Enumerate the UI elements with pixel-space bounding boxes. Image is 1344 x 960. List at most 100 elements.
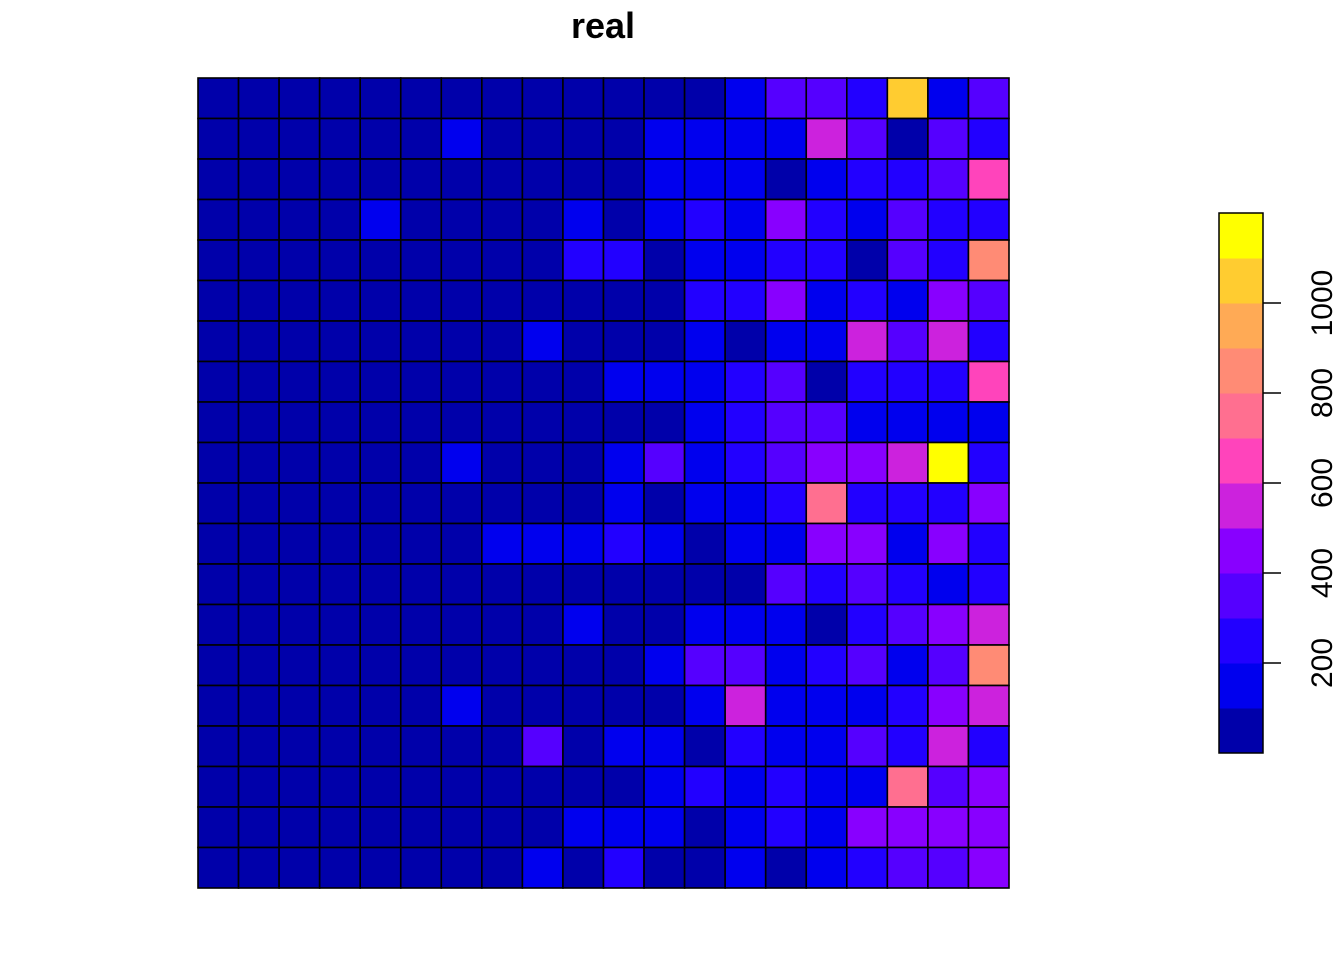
heatmap-cell-r1-c20	[967, 77, 1010, 120]
heatmap-cell-r15-c3	[278, 644, 321, 687]
heatmap-cell-r3-c7	[440, 158, 483, 201]
heatmap-cell-r13-c6	[399, 563, 443, 606]
heatmap-cell-r5-c4	[318, 239, 361, 282]
heatmap-cell-r3-c9	[521, 158, 564, 201]
heatmap-cell-r6-c14	[724, 279, 767, 322]
heatmap-cell-r3-c15	[764, 158, 808, 201]
heatmap-cell-r8-c9	[521, 360, 564, 403]
heatmap-cell-r16-c7	[440, 684, 483, 727]
heatmap-cell-r8-c4	[318, 360, 361, 403]
heatmap-cell-r1-c7	[440, 77, 483, 120]
heatmap-cell-r5-c11	[602, 239, 645, 282]
heatmap-cell-r20-c18	[886, 846, 929, 889]
heatmap-cell-r8-c17	[845, 360, 889, 403]
heatmap-cell-r1-c19	[927, 77, 970, 120]
heatmap-cell-r2-c17	[845, 117, 889, 160]
legend-color-step-12	[1219, 213, 1263, 259]
heatmap-cell-r8-c1	[197, 360, 240, 403]
heatmap-cell-r14-c12	[643, 603, 686, 646]
heatmap-cell-r8-c15	[764, 360, 808, 403]
heatmap-cell-r20-c6	[399, 846, 443, 889]
heatmap-cell-r14-c15	[764, 603, 808, 646]
heatmap-cell-r13-c18	[886, 563, 929, 606]
heatmap-cell-r12-c7	[440, 522, 483, 565]
heatmap-cell-r8-c3	[278, 360, 321, 403]
heatmap-cell-r15-c20	[967, 644, 1010, 687]
heatmap-cell-r15-c6	[399, 644, 443, 687]
heatmap-cell-r17-c19	[927, 725, 970, 768]
legend-color-step-8	[1219, 393, 1263, 439]
heatmap-cell-r6-c15	[764, 279, 808, 322]
heatmap-cell-r17-c3	[278, 725, 321, 768]
heatmap-cell-r4-c2	[237, 198, 280, 241]
heatmap-cell-r17-c13	[683, 725, 726, 768]
heatmap-cell-r11-c15	[764, 482, 808, 525]
legend-color-step-5	[1219, 528, 1263, 574]
heatmap-cell-r2-c14	[724, 117, 767, 160]
heatmap-cell-r14-c11	[602, 603, 645, 646]
heatmap-cell-r11-c12	[643, 482, 686, 525]
heatmap-cell-r15-c19	[927, 644, 970, 687]
heatmap-cell-r3-c17	[845, 158, 889, 201]
heatmap-cell-r20-c16	[805, 846, 848, 889]
heatmap-cell-r18-c3	[278, 765, 321, 808]
heatmap-cell-r4-c14	[724, 198, 767, 241]
heatmap-cell-r1-c10	[562, 77, 605, 120]
heatmap-cell-r5-c5	[359, 239, 402, 282]
heatmap-cell-r3-c1	[197, 158, 240, 201]
heatmap-cell-r3-c5	[359, 158, 402, 201]
legend-color-step-4	[1219, 573, 1263, 619]
heatmap-cell-r11-c4	[318, 482, 361, 525]
heatmap-cell-r5-c13	[683, 239, 726, 282]
heatmap-cell-r11-c5	[359, 482, 402, 525]
heatmap-cell-r16-c10	[562, 684, 605, 727]
heatmap-cell-r1-c16	[805, 77, 848, 120]
heatmap-cell-r4-c1	[197, 198, 240, 241]
heatmap-cell-r8-c19	[927, 360, 970, 403]
heatmap-cell-r16-c1	[197, 684, 240, 727]
heatmap-cell-r1-c3	[278, 77, 321, 120]
heatmap-cell-r3-c13	[683, 158, 726, 201]
heatmap-cell-r14-c13	[683, 603, 726, 646]
heatmap-cell-r5-c2	[237, 239, 280, 282]
heatmap-cell-r9-c11	[602, 401, 645, 444]
heatmap-cell-r7-c12	[643, 320, 686, 363]
heatmap-cell-r5-c3	[278, 239, 321, 282]
legend-color-step-1	[1219, 708, 1263, 754]
heatmap-cell-r16-c12	[643, 684, 686, 727]
legend-color-step-2	[1219, 663, 1263, 709]
heatmap-cell-r2-c5	[359, 117, 402, 160]
heatmap-cell-r16-c13	[683, 684, 726, 727]
heatmap-cell-r4-c8	[481, 198, 524, 241]
heatmap-cell-r12-c13	[683, 522, 726, 565]
heatmap-cell-r3-c10	[562, 158, 605, 201]
heatmap-cell-r3-c6	[399, 158, 443, 201]
heatmap-cell-r3-c11	[602, 158, 645, 201]
heatmap-cell-r5-c19	[927, 239, 970, 282]
heatmap-cell-r6-c12	[643, 279, 686, 322]
heatmap-cell-r17-c15	[764, 725, 808, 768]
heatmap-cell-r4-c18	[886, 198, 929, 241]
heatmap-cell-r1-c2	[237, 77, 280, 120]
heatmap-cell-r17-c12	[643, 725, 686, 768]
heatmap-cell-r15-c17	[845, 644, 889, 687]
heatmap-cell-r5-c6	[399, 239, 443, 282]
heatmap-cell-r4-c10	[562, 198, 605, 241]
heatmap-cell-r10-c10	[562, 441, 605, 484]
heatmap-cell-r7-c18	[886, 320, 929, 363]
heatmap-cell-r19-c8	[481, 806, 524, 849]
legend-color-step-3	[1219, 618, 1263, 664]
heatmap-cell-r11-c11	[602, 482, 645, 525]
heatmap-cell-r3-c14	[724, 158, 767, 201]
heatmap-cell-r17-c8	[481, 725, 524, 768]
heatmap-cell-r16-c18	[886, 684, 929, 727]
heatmap-cell-r20-c4	[318, 846, 361, 889]
heatmap-cell-r10-c11	[602, 441, 645, 484]
heatmap-cell-r13-c15	[764, 563, 808, 606]
heatmap-cell-r5-c14	[724, 239, 767, 282]
heatmap-cell-r17-c2	[237, 725, 280, 768]
heatmap-cell-r6-c10	[562, 279, 605, 322]
heatmap-cell-r6-c11	[602, 279, 645, 322]
heatmap-cell-r9-c3	[278, 401, 321, 444]
heatmap-cell-r20-c14	[724, 846, 767, 889]
